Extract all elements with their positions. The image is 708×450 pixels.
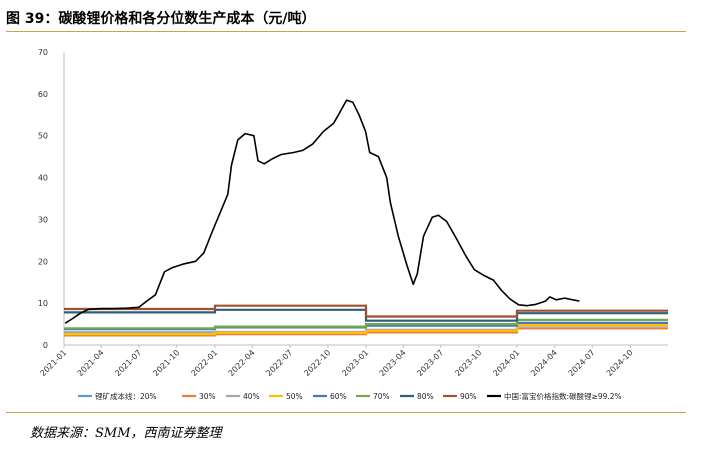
price-series-line bbox=[64, 99, 580, 324]
legend-label: 60% bbox=[330, 392, 347, 401]
y-tick-label: 0 bbox=[43, 341, 48, 350]
y-tick-label: 20 bbox=[38, 257, 48, 266]
x-tick-label: 2024-10 bbox=[605, 348, 635, 378]
y-tick-label: 40 bbox=[38, 174, 48, 183]
x-tick-label: 2023-10 bbox=[453, 348, 483, 378]
legend-label: 40% bbox=[243, 392, 260, 401]
x-tick-label: 2021-01 bbox=[38, 348, 68, 378]
cost-series-group bbox=[64, 304, 668, 337]
header-divider bbox=[6, 31, 686, 32]
legend-label: 90% bbox=[460, 392, 477, 401]
x-tick-label: 2023-07 bbox=[415, 348, 445, 378]
x-tick-label: 2022-04 bbox=[227, 348, 257, 378]
x-tick-label: 2021-04 bbox=[76, 348, 106, 378]
price-series-group bbox=[64, 99, 580, 324]
x-tick-label: 2024-04 bbox=[529, 348, 559, 378]
source-note: 数据来源：SMM，西南证券整理 bbox=[30, 426, 222, 441]
x-tick-label: 2022-01 bbox=[189, 348, 219, 378]
y-tick-label: 10 bbox=[38, 299, 48, 308]
lithium-price-chart: 0 10 20 30 40 50 60 70 2021-01 2021-04 2021-07 2021… bbox=[38, 48, 668, 401]
footer-divider bbox=[6, 412, 686, 413]
x-tick-label: 2023-01 bbox=[340, 348, 370, 378]
y-tick-label: 30 bbox=[38, 215, 48, 224]
chart-legend: 锂矿成本线：20% 30% 40% 50% 60% 70% 80% 90% 中国:富宝价格指数:… bbox=[78, 391, 622, 401]
cost-series-line bbox=[64, 304, 668, 318]
y-tick-label: 70 bbox=[38, 48, 48, 57]
x-tick-label: 2022-07 bbox=[264, 348, 294, 378]
legend-label: 30% bbox=[199, 392, 216, 401]
y-tick-label: 60 bbox=[38, 90, 48, 99]
legend-label: 70% bbox=[373, 392, 390, 401]
legend-label: 50% bbox=[286, 392, 303, 401]
x-tick-label: 2021-10 bbox=[151, 348, 181, 378]
legend-label: 锂矿成本线：20% bbox=[95, 391, 157, 401]
x-tick-label: 2024-07 bbox=[567, 348, 597, 378]
legend-label: 80% bbox=[417, 392, 434, 401]
y-tick-label: 50 bbox=[38, 132, 48, 141]
chart-title: 图 39：碳酸锂价格和各分位数生产成本（元/吨） bbox=[6, 11, 316, 27]
x-tick-label: 2023-04 bbox=[378, 348, 408, 378]
x-tick-label: 2024-01 bbox=[491, 348, 521, 378]
x-tick-label: 2021-07 bbox=[113, 348, 143, 378]
legend-label: 中国:富宝价格指数:碳酸锂≥99.2% bbox=[504, 391, 622, 401]
x-tick-label: 2022-10 bbox=[302, 348, 332, 378]
